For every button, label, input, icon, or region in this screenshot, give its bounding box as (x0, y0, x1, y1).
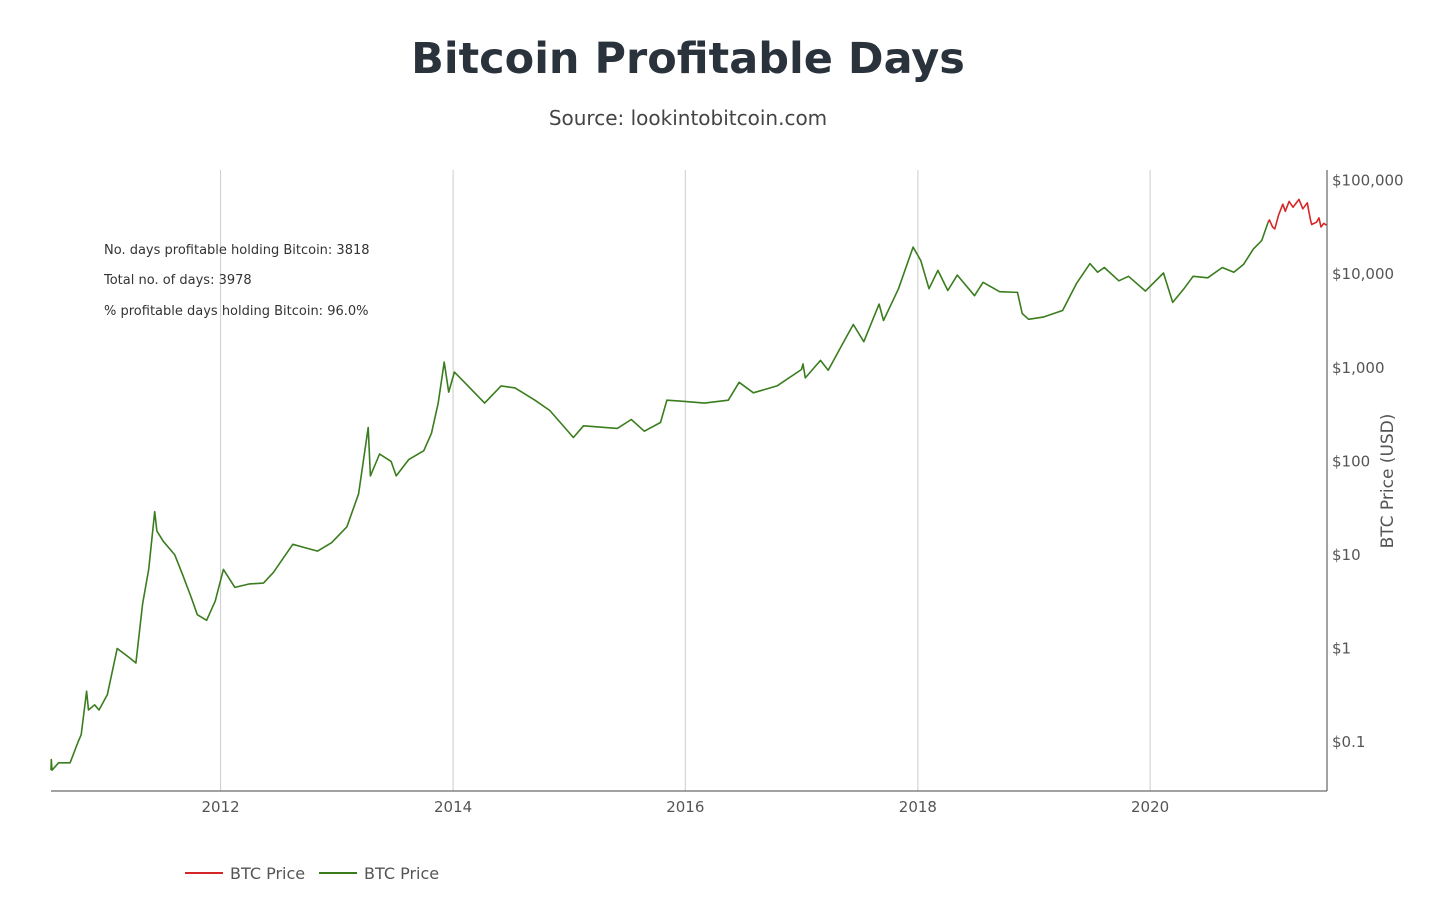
x-tick-label: 2014 (434, 798, 472, 816)
x-tick-label: 2020 (1131, 798, 1169, 816)
chart-axes (51, 170, 1328, 792)
annotation-total-days: Total no. of days: 3978 (103, 273, 252, 288)
legend-item-red[interactable]: BTC Price (185, 864, 305, 883)
x-tick-label: 2012 (202, 798, 240, 816)
y-tick-label: $1,000 (1332, 359, 1385, 377)
x-tick-label: 2016 (666, 798, 704, 816)
legend-label-red: BTC Price (230, 864, 305, 883)
series-lines (50, 198, 1327, 772)
chart-title: Bitcoin Profitable Days (411, 34, 965, 84)
y-axis-title: BTC Price (USD) (1378, 414, 1398, 549)
annotation-box: No. days profitable holding Bitcoin: 381… (103, 243, 370, 319)
y-tick-label: $100 (1332, 452, 1370, 470)
legend-item-green[interactable]: BTC Price (319, 864, 439, 883)
x-tick-labels: 2012 2014 2016 2018 2020 (202, 798, 1170, 816)
y-tick-labels: $0.1 $1 $10 $100 $1,000 $10,000 $100,000 (1332, 172, 1404, 751)
y-tick-label: $10 (1332, 546, 1361, 564)
legend-label-green: BTC Price (364, 864, 439, 883)
annotation-profitable-days: No. days profitable holding Bitcoin: 381… (104, 243, 370, 258)
y-tick-label: $0.1 (1332, 733, 1365, 751)
y-tick-label: $10,000 (1332, 265, 1394, 283)
annotation-percent-profitable: % profitable days holding Bitcoin: 96.0% (104, 304, 369, 319)
chart-subtitle: Source: lookintobitcoin.com (548, 106, 828, 130)
y-tick-label: $1 (1332, 640, 1351, 658)
btc-price-line-green (50, 221, 1269, 772)
x-tick-label: 2018 (899, 798, 937, 816)
btc-price-line-red (1267, 198, 1327, 230)
y-tick-label: $100,000 (1332, 172, 1404, 190)
legend: BTC Price BTC Price (185, 864, 439, 883)
x-gridlines (220, 170, 1151, 791)
